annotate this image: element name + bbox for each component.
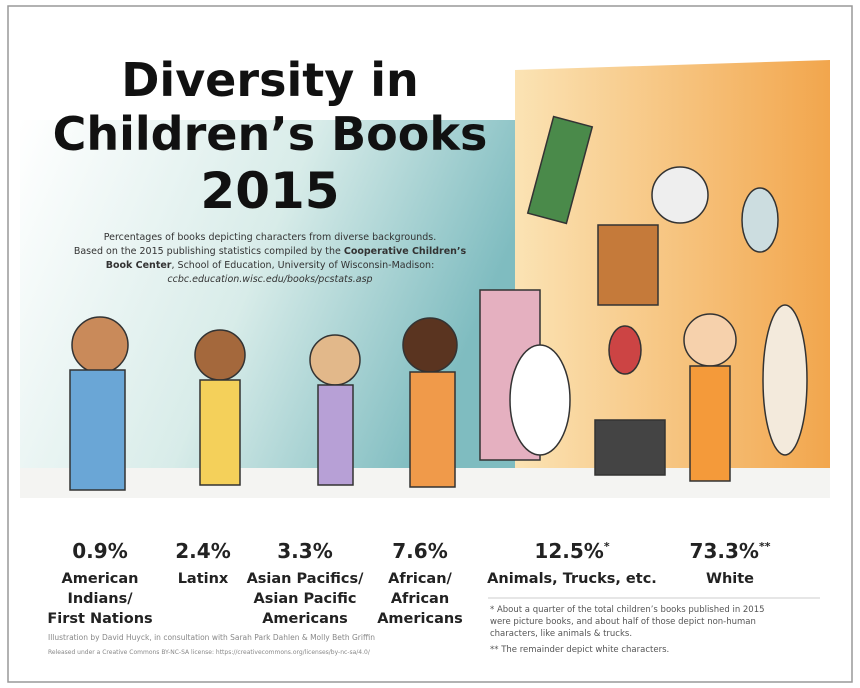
- stat-percent: 73.3%**: [690, 539, 771, 563]
- stat-percent: 0.9%: [72, 539, 127, 563]
- credit: Released under a Creative Commons BY-NC-…: [48, 649, 371, 656]
- stat-label: African/: [388, 571, 452, 587]
- stat-label: Americans: [262, 611, 348, 627]
- title-line: Diversity in: [121, 53, 418, 107]
- footnote: * About a quarter of the total children’…: [490, 605, 765, 615]
- description-url: ccbc.education.wisc.edu/books/pcstats.as…: [167, 274, 372, 285]
- description-bold: Book Center: [106, 260, 172, 271]
- note-marker: **: [759, 540, 771, 553]
- stat-label: Indians/: [67, 591, 133, 607]
- footnote: characters, like animals & trucks.: [490, 629, 632, 639]
- description: Percentages of books depicting character…: [104, 232, 437, 243]
- stat-label: American: [62, 571, 139, 587]
- footnote: ** The remainder depict white characters…: [490, 645, 669, 655]
- description: Book Center, School of Education, Univer…: [106, 260, 435, 271]
- stat-label: Asian Pacific: [254, 591, 357, 607]
- stat-percent: 2.4%: [175, 539, 230, 563]
- infographic: Diversity in Children’s Books 2015 Perce…: [0, 0, 860, 688]
- percent: 73.3%: [690, 539, 759, 563]
- footnote: were picture books, and about half of th…: [490, 617, 756, 627]
- percent: 12.5%: [534, 539, 603, 563]
- stat-percent: 3.3%: [277, 539, 332, 563]
- title-year: 2015: [200, 162, 339, 220]
- stat-percent: 7.6%: [392, 539, 447, 563]
- description-bold: Cooperative Children’s: [344, 246, 467, 257]
- stat-label: Americans: [377, 611, 463, 627]
- percent: 2.4%: [175, 539, 230, 563]
- stat-label: Asian Pacifics/: [247, 571, 365, 587]
- percent: 3.3%: [277, 539, 332, 563]
- percent: 0.9%: [72, 539, 127, 563]
- stat-label: Latinx: [178, 571, 229, 587]
- stat-label: African: [391, 591, 449, 607]
- note-marker: *: [604, 540, 610, 553]
- description: Based on the 2015 publishing statistics …: [74, 246, 467, 257]
- percent: 7.6%: [392, 539, 447, 563]
- stat-label: White: [706, 571, 754, 587]
- credit: Illustration by David Huyck, in consulta…: [48, 633, 375, 642]
- stat-label: Animals, Trucks, etc.: [487, 571, 657, 587]
- stat-label: First Nations: [47, 611, 152, 627]
- title-line: Children’s Books: [53, 107, 488, 161]
- stat-percent: 12.5%*: [534, 539, 609, 563]
- description-text: Based on the 2015 publishing statistics …: [74, 246, 344, 257]
- description-text: , School of Education, University of Wis…: [172, 260, 435, 271]
